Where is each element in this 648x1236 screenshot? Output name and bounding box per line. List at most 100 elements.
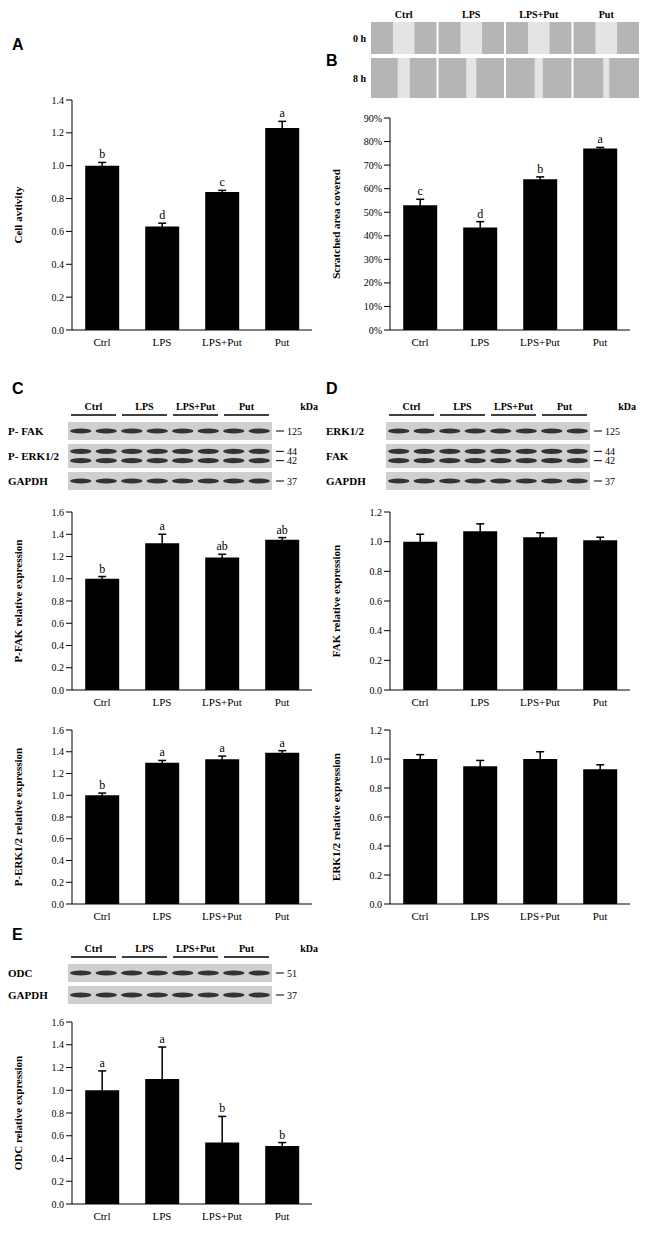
svg-text:60%: 60% xyxy=(364,183,382,194)
svg-text:ab: ab xyxy=(277,523,288,537)
svg-text:LPS+Put: LPS+Put xyxy=(494,401,534,412)
svg-text:GAPDH: GAPDH xyxy=(8,989,48,1001)
svg-text:LPS+Put: LPS+Put xyxy=(520,336,560,348)
svg-text:0.4: 0.4 xyxy=(370,625,383,636)
svg-text:Put: Put xyxy=(239,943,255,954)
svg-text:42: 42 xyxy=(605,455,615,466)
svg-text:0%: 0% xyxy=(369,325,382,336)
svg-text:0.0: 0.0 xyxy=(52,325,65,336)
svg-text:0.4: 0.4 xyxy=(52,640,65,651)
svg-text:Put: Put xyxy=(275,336,290,348)
svg-text:0.6: 0.6 xyxy=(52,226,65,237)
svg-text:0.6: 0.6 xyxy=(370,596,383,607)
svg-text:1.6: 1.6 xyxy=(52,507,65,518)
svg-text:Cell avtivity: Cell avtivity xyxy=(12,186,24,244)
svg-text:d: d xyxy=(159,208,165,222)
svg-text:LPS+Put: LPS+Put xyxy=(176,943,216,954)
svg-text:0.0: 0.0 xyxy=(52,1199,65,1210)
svg-text:LPS: LPS xyxy=(471,336,490,348)
svg-text:1.0: 1.0 xyxy=(52,160,65,171)
svg-text:30%: 30% xyxy=(364,254,382,265)
svg-text:ODC relative expression: ODC relative expression xyxy=(12,1056,24,1170)
svg-text:42: 42 xyxy=(287,455,297,466)
svg-text:Ctrl: Ctrl xyxy=(403,401,421,412)
svg-text:10%: 10% xyxy=(364,301,382,312)
svg-text:0.0: 0.0 xyxy=(52,899,65,910)
svg-text:Ctrl: Ctrl xyxy=(395,9,413,20)
svg-text:Ctrl: Ctrl xyxy=(93,910,110,922)
svg-text:Ctrl: Ctrl xyxy=(93,696,110,708)
svg-text:0.6: 0.6 xyxy=(52,833,65,844)
svg-text:a: a xyxy=(160,1032,166,1046)
svg-text:37: 37 xyxy=(605,476,615,487)
svg-text:LPS+Put: LPS+Put xyxy=(176,401,216,412)
svg-text:8 h: 8 h xyxy=(353,73,367,84)
svg-text:51: 51 xyxy=(287,968,297,979)
svg-text:kDa: kDa xyxy=(300,401,318,412)
svg-text:Put: Put xyxy=(275,696,290,708)
svg-text:LPS: LPS xyxy=(471,910,490,922)
svg-text:GAPDH: GAPDH xyxy=(8,475,48,487)
svg-text:0.8: 0.8 xyxy=(52,1108,65,1119)
svg-text:Ctrl: Ctrl xyxy=(411,696,428,708)
svg-text:Put: Put xyxy=(275,1210,290,1222)
svg-text:1.4: 1.4 xyxy=(52,95,65,106)
svg-text:a: a xyxy=(160,519,166,533)
svg-text:Put: Put xyxy=(557,401,573,412)
svg-text:0.2: 0.2 xyxy=(52,1176,65,1187)
svg-text:LPS: LPS xyxy=(453,401,472,412)
svg-text:0.8: 0.8 xyxy=(52,596,65,607)
svg-text:20%: 20% xyxy=(364,277,382,288)
svg-text:37: 37 xyxy=(287,990,297,1001)
svg-text:LPS: LPS xyxy=(153,336,172,348)
svg-text:ab: ab xyxy=(217,539,228,553)
svg-text:50%: 50% xyxy=(364,207,382,218)
svg-text:Ctrl: Ctrl xyxy=(411,910,428,922)
svg-text:1.0: 1.0 xyxy=(370,536,383,547)
svg-text:Put: Put xyxy=(593,910,608,922)
svg-text:1.2: 1.2 xyxy=(52,127,65,138)
svg-text:Put: Put xyxy=(239,401,255,412)
svg-text:a: a xyxy=(100,1056,106,1070)
svg-text:b: b xyxy=(99,778,105,792)
svg-text:1.2: 1.2 xyxy=(52,1062,65,1073)
svg-text:1.6: 1.6 xyxy=(52,725,65,736)
svg-text:b: b xyxy=(99,562,105,576)
svg-text:c: c xyxy=(220,175,225,189)
svg-text:Put: Put xyxy=(599,9,615,20)
svg-text:Ctrl: Ctrl xyxy=(85,943,103,954)
svg-text:37: 37 xyxy=(287,476,297,487)
svg-text:a: a xyxy=(160,745,166,759)
svg-text:LPS+Put: LPS+Put xyxy=(202,336,242,348)
svg-text:Put: Put xyxy=(593,336,608,348)
svg-text:1.2: 1.2 xyxy=(370,507,383,518)
svg-text:FAK relative expression: FAK relative expression xyxy=(330,545,342,657)
svg-text:1.4: 1.4 xyxy=(52,746,65,757)
svg-text:90%: 90% xyxy=(364,113,382,124)
svg-text:ODC: ODC xyxy=(8,967,33,979)
svg-text:LPS+Put: LPS+Put xyxy=(519,9,559,20)
svg-text:1.0: 1.0 xyxy=(52,573,65,584)
svg-text:0.8: 0.8 xyxy=(52,812,65,823)
svg-text:b: b xyxy=(279,1128,285,1142)
svg-text:Put: Put xyxy=(275,910,290,922)
svg-text:Ctrl: Ctrl xyxy=(93,1210,110,1222)
svg-text:LPS: LPS xyxy=(153,910,172,922)
svg-text:0.8: 0.8 xyxy=(52,193,65,204)
svg-text:0.2: 0.2 xyxy=(52,292,65,303)
svg-text:0.0: 0.0 xyxy=(370,685,383,696)
svg-text:0.2: 0.2 xyxy=(52,877,65,888)
svg-text:70%: 70% xyxy=(364,160,382,171)
svg-text:0.0: 0.0 xyxy=(370,899,383,910)
svg-text:P-FAK relative expression: P-FAK relative expression xyxy=(12,540,24,663)
svg-text:a: a xyxy=(220,741,226,755)
svg-text:ERK1/2: ERK1/2 xyxy=(326,425,364,437)
svg-text:LPS: LPS xyxy=(153,1210,172,1222)
svg-text:125: 125 xyxy=(287,426,302,437)
svg-text:LPS: LPS xyxy=(135,943,154,954)
svg-text:LPS: LPS xyxy=(153,696,172,708)
svg-text:1.0: 1.0 xyxy=(52,1085,65,1096)
svg-text:LPS: LPS xyxy=(471,696,490,708)
svg-text:ERK1/2 relative expression: ERK1/2 relative expression xyxy=(330,753,342,881)
svg-text:Put: Put xyxy=(593,696,608,708)
